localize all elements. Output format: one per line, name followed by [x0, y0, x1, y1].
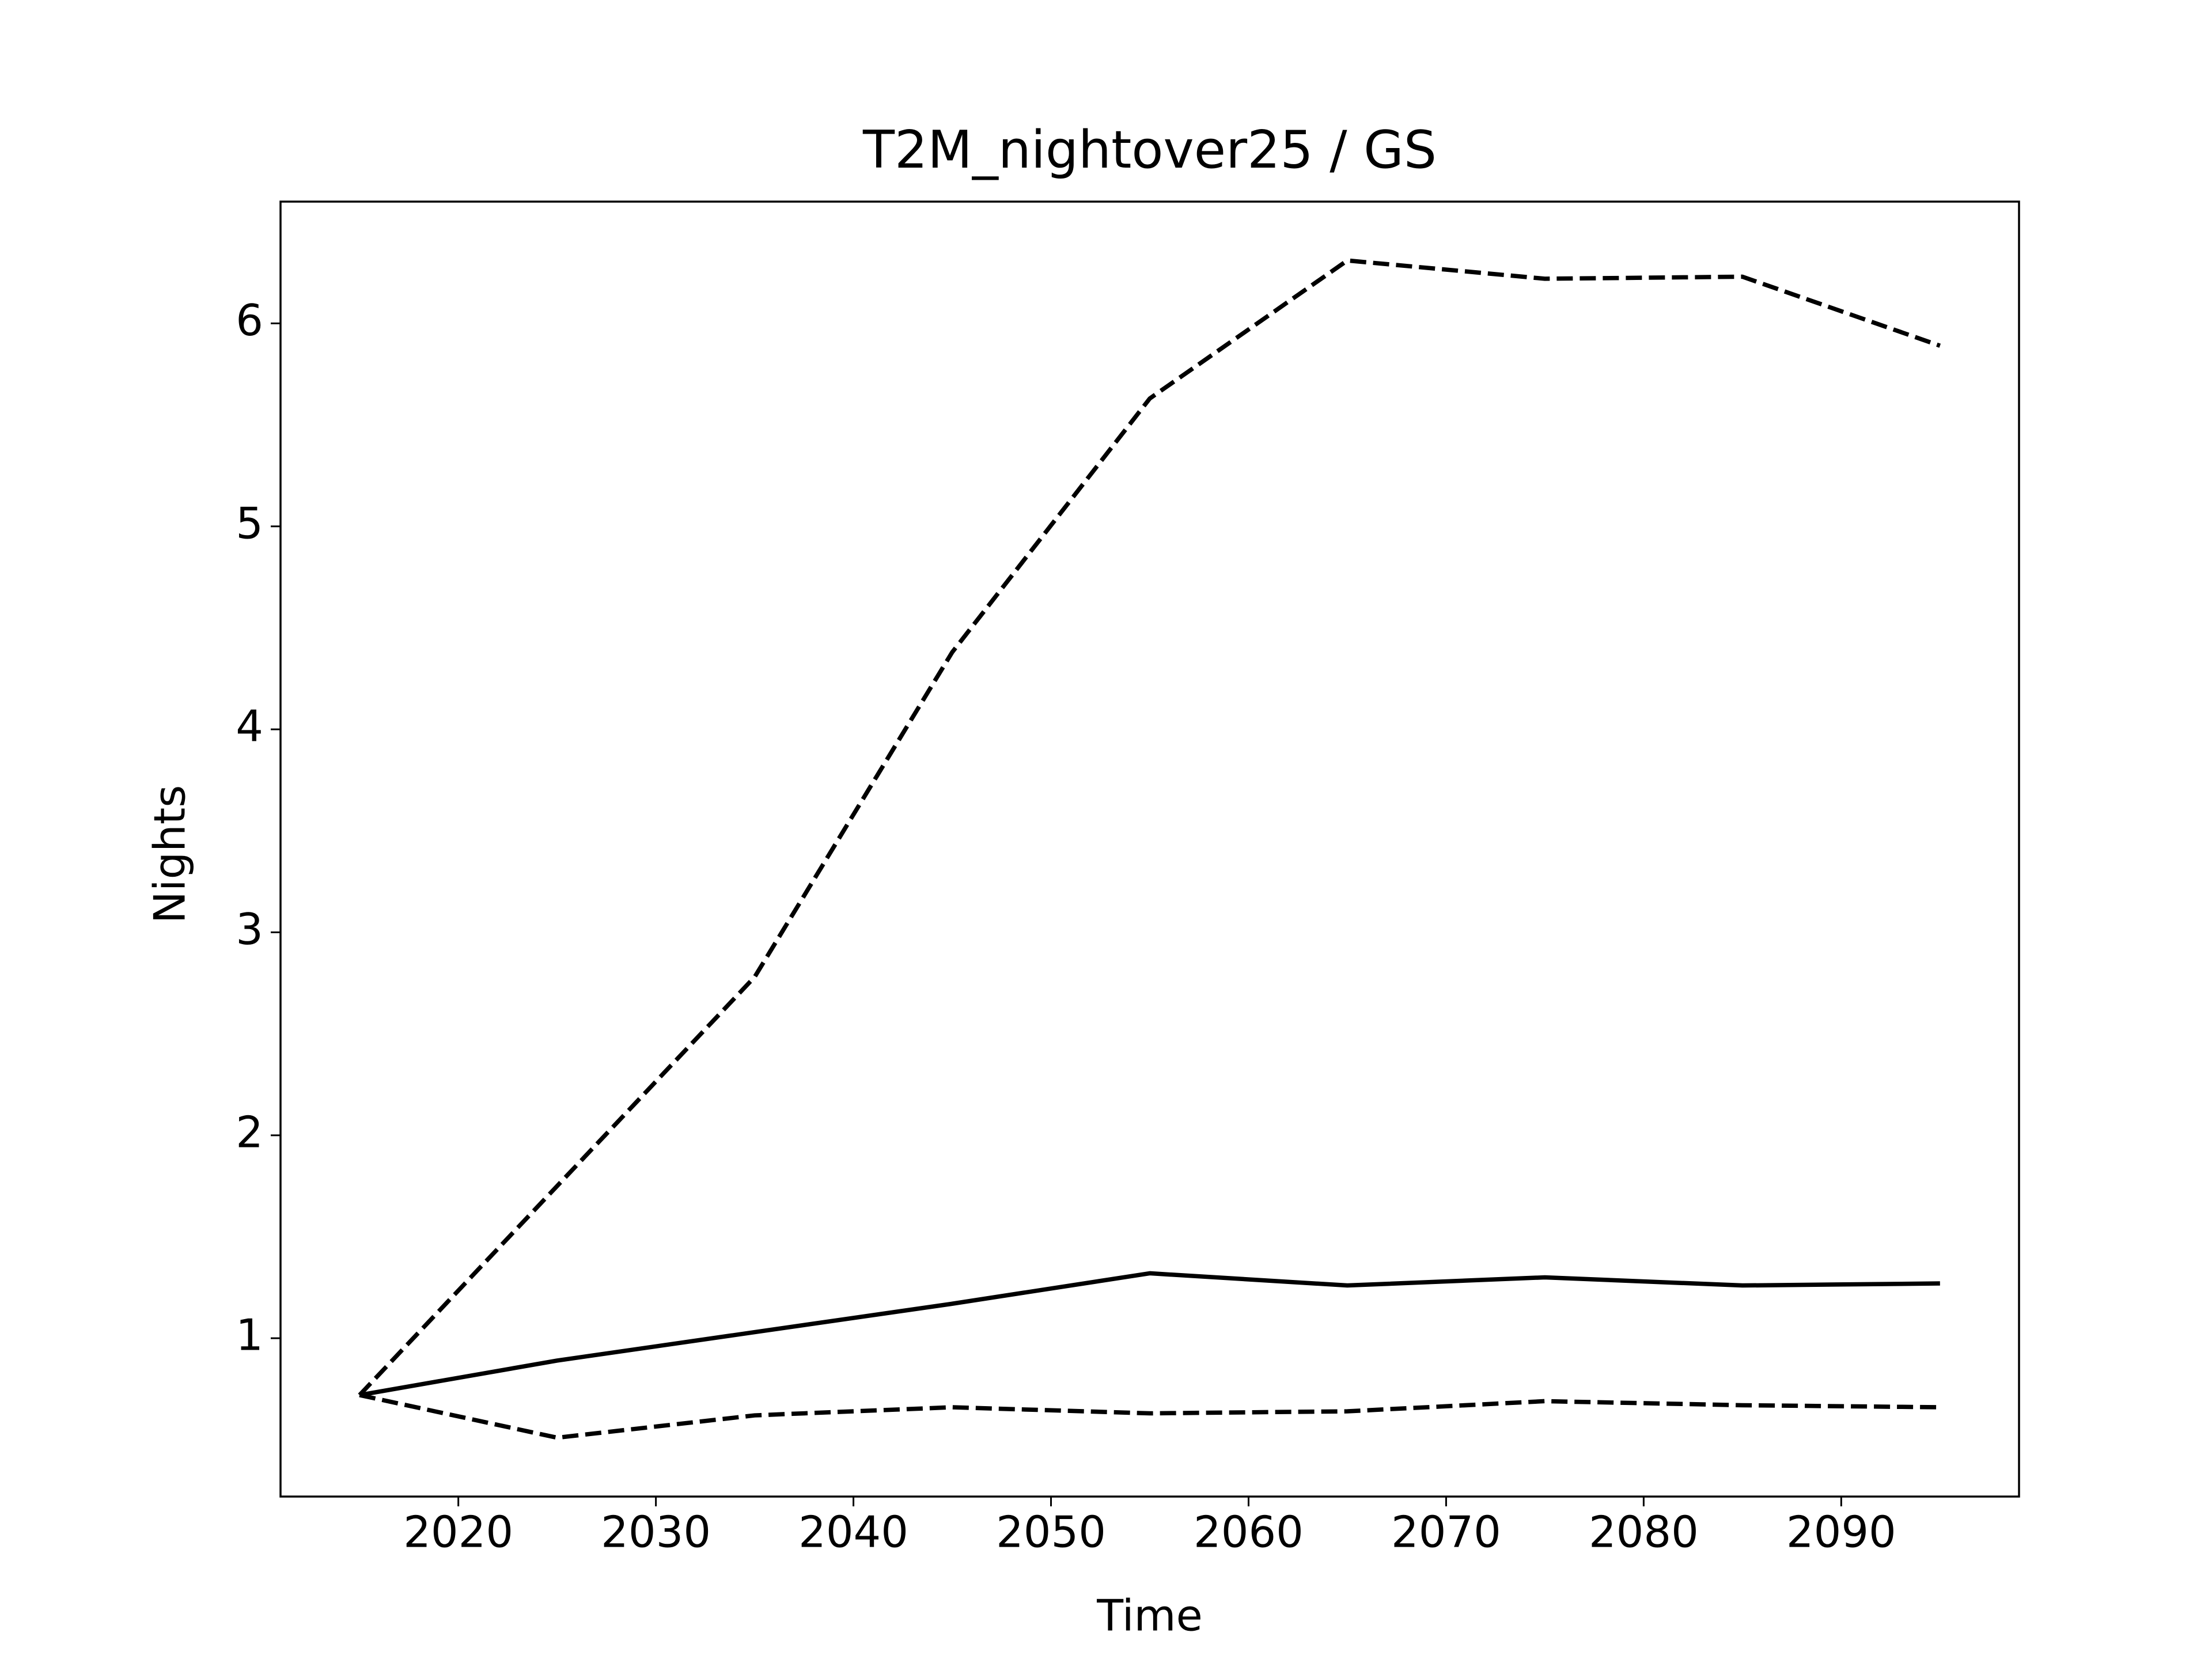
y-tick-label: 1	[236, 1310, 263, 1361]
x-tick-label: 2090	[1786, 1507, 1896, 1558]
x-tick-label: 2030	[601, 1507, 711, 1558]
y-tick-label: 4	[236, 701, 263, 752]
line-series	[358, 258, 1941, 1397]
y-tick-label: 6	[236, 295, 263, 346]
line-series	[359, 1271, 1940, 1397]
y-axis-label: Nights	[145, 785, 195, 924]
x-tick-label: 2060	[1194, 1507, 1304, 1558]
y-tick-label: 3	[236, 904, 263, 955]
line-series	[359, 1393, 1940, 1440]
x-tick-label: 2070	[1391, 1507, 1501, 1558]
plot-frame	[279, 200, 2020, 1498]
y-tick-label: 2	[236, 1107, 263, 1157]
x-tick-label: 2050	[996, 1507, 1106, 1558]
y-tick-label: 5	[236, 498, 263, 548]
chart-title: T2M_nightover25 / GS	[862, 120, 1437, 180]
x-tick-label: 2020	[403, 1507, 513, 1558]
x-tick-label: 2040	[798, 1507, 908, 1558]
x-tick-label: 2080	[1589, 1507, 1699, 1558]
x-axis-label: Time	[1096, 1590, 1203, 1641]
